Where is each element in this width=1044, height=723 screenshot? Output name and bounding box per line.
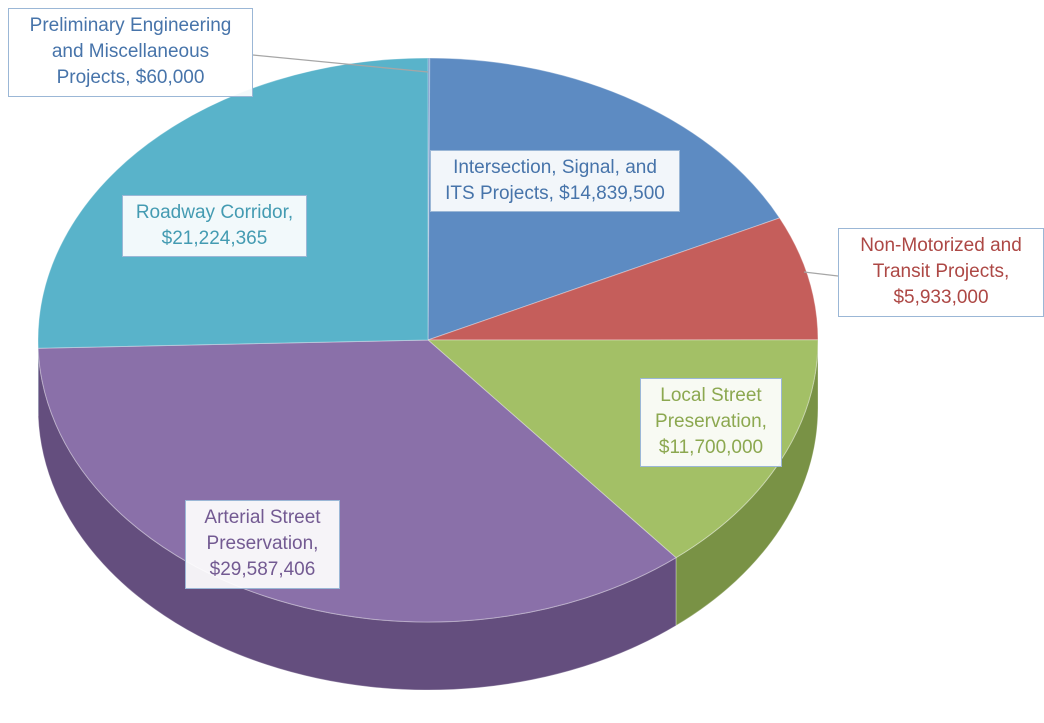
- leader-line: [803, 271, 839, 277]
- data-label: Preliminary Engineering and Miscellaneou…: [8, 8, 253, 97]
- data-label: Roadway Corridor, $21,224,365: [122, 195, 307, 258]
- slice: [427, 217, 819, 341]
- leader-line: [252, 54, 429, 73]
- data-label: Arterial Street Preservation, $29,587,40…: [185, 500, 340, 589]
- data-label: Intersection, Signal, and ITS Projects, …: [430, 150, 680, 213]
- slice: [427, 57, 431, 341]
- data-label: Local Street Preservation, $11,700,000: [640, 378, 782, 467]
- data-label: Non-Motorized and Transit Projects, $5,9…: [838, 228, 1044, 317]
